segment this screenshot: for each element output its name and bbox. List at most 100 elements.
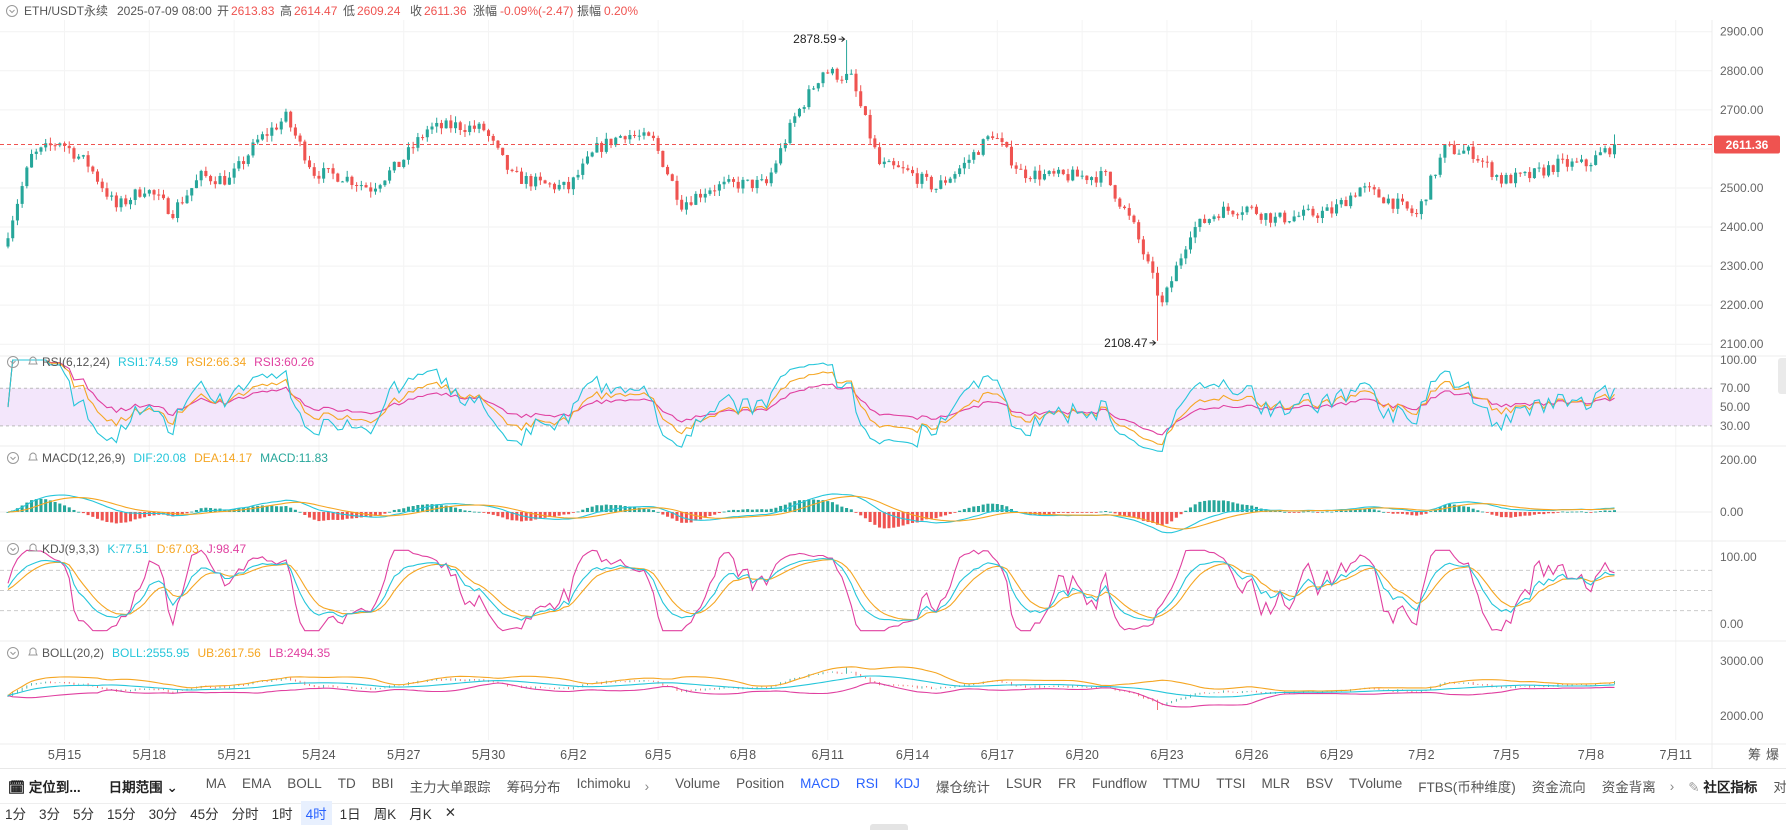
high-value: 2614.47	[294, 4, 338, 18]
collapse-icon[interactable]	[6, 5, 18, 17]
macd-histogram-bar	[670, 512, 674, 519]
macd-histogram-bar	[1198, 501, 1202, 512]
macd-histogram-bar	[1410, 512, 1414, 516]
liquidation-toggle[interactable]: 爆	[1766, 747, 1779, 762]
indicator-ichimoku-button[interactable]: Ichimoku	[576, 776, 631, 791]
candle-body	[755, 179, 759, 189]
macd-histogram-bar	[873, 512, 877, 525]
indicator-fr-button[interactable]: FR	[1057, 776, 1076, 791]
candle-body	[788, 122, 792, 144]
indicator-ema-button[interactable]: EMA	[242, 776, 272, 791]
rsi-legend-v2_label: RSI2:66.34	[186, 355, 246, 369]
chevron-right-icon[interactable]: ›	[1669, 778, 1675, 794]
macd-histogram-bar	[256, 505, 260, 512]
interval-option[interactable]: 1日	[339, 807, 361, 822]
candle-body	[1353, 195, 1357, 197]
chart-canvas[interactable]: ETH/USDT永续 2025-07-09 08:00 开 2613.83 高 …	[0, 0, 1786, 770]
macd-histogram-bar	[727, 510, 731, 512]
macd-histogram-bar	[463, 510, 467, 512]
indicator---button[interactable]: 筹码分布	[506, 780, 561, 795]
candle-body	[421, 137, 425, 139]
indicator-ftbs--button[interactable]: FTBS(币种维度)	[1418, 780, 1516, 795]
candle-body	[190, 188, 194, 196]
interval-option[interactable]: 5分	[73, 807, 95, 822]
indicator---button[interactable]: 爆仓统计	[935, 780, 990, 795]
candle-body	[948, 178, 952, 183]
candle-body	[750, 179, 754, 189]
indicator-td-button[interactable]: TD	[337, 776, 356, 791]
indicator-volume-button[interactable]: Volume	[675, 776, 721, 791]
collapse-icon	[7, 452, 19, 464]
macd-histogram-bar	[1193, 504, 1197, 512]
candle-body	[444, 120, 448, 129]
log-scale-toggle[interactable]: 对数	[1773, 780, 1786, 795]
interval-option[interactable]: 分时	[231, 807, 259, 822]
macd-histogram-bar	[854, 512, 858, 513]
community-indicators-button[interactable]: ✎ 社区指标	[1688, 780, 1758, 795]
locate-button[interactable]: 🗓 定位到...	[8, 780, 81, 795]
close-icon[interactable]: ✕	[444, 805, 457, 820]
candle-body	[477, 123, 481, 129]
candle-body	[1250, 206, 1254, 208]
candle-body	[1514, 172, 1518, 184]
indicator---button[interactable]: 资金背离	[1601, 780, 1656, 795]
bottom-panel-handle[interactable]	[870, 824, 908, 830]
interval-option[interactable]: 周K	[373, 807, 397, 822]
chip-distribution-toggle[interactable]: 筹	[1748, 747, 1761, 762]
macd-histogram-bar	[1273, 510, 1277, 512]
indicator-ma-button[interactable]: MA	[205, 776, 226, 791]
indicator-kdj-button[interactable]: KDJ	[894, 776, 920, 791]
candle-body	[275, 127, 279, 130]
indicator-bbi-button[interactable]: BBI	[371, 776, 394, 791]
indicator-rsi-button[interactable]: RSI	[855, 776, 879, 791]
interval-option[interactable]: 4时	[300, 801, 332, 825]
date-range-button[interactable]: 日期范围 ⌄	[108, 780, 178, 795]
macd-histogram-bar	[1330, 511, 1334, 513]
indicator-boll-button[interactable]: BOLL	[287, 776, 322, 791]
macd-histogram-bar	[430, 504, 434, 512]
datetime-label: 2025-07-09 08:00	[117, 4, 212, 18]
indicator-bsv-button[interactable]: BSV	[1306, 776, 1334, 791]
interval-option[interactable]: 1时	[271, 807, 293, 822]
macd-histogram-bar	[1542, 512, 1546, 515]
interval-option[interactable]: 15分	[107, 807, 136, 822]
indicator-tvolume-button[interactable]: TVolume	[1349, 776, 1403, 791]
macd-histogram-bar	[293, 509, 297, 512]
candle-body	[6, 238, 10, 247]
candle-body	[854, 73, 858, 92]
indicator-fundflow-button[interactable]: Fundflow	[1091, 776, 1147, 791]
candle-body	[1405, 201, 1409, 209]
indicator---button[interactable]: 主力大单跟踪	[409, 780, 491, 795]
macd-histogram-bar	[1283, 511, 1287, 513]
interval-option[interactable]: 30分	[148, 807, 178, 822]
price-tick-label: 2700.00	[1720, 103, 1764, 117]
macd-histogram-bar	[1561, 511, 1565, 513]
indicator-macd-button[interactable]: MACD	[800, 776, 840, 791]
candle-body	[826, 72, 830, 74]
indicator-ttsi-button[interactable]: TTSI	[1216, 776, 1246, 791]
side-panel-handle[interactable]	[1778, 358, 1786, 394]
candle-body	[713, 190, 717, 192]
candle-body	[1363, 186, 1367, 188]
interval-option[interactable]: 月K	[409, 807, 432, 822]
rsi-legend: RSI(6,12,24) RSI1:74.59 RSI2:66.34 RSI3:60.…	[42, 355, 315, 369]
interval-option[interactable]: 45分	[190, 807, 219, 822]
chevron-right-icon[interactable]: ›	[644, 778, 650, 794]
indicator-lsur-button[interactable]: LSUR	[1005, 776, 1042, 791]
candle-body	[614, 137, 618, 146]
interval-option[interactable]: 1分	[5, 807, 27, 822]
indicator-mlr-button[interactable]: MLR	[1261, 776, 1290, 791]
macd-histogram-bar	[449, 506, 453, 512]
candle-body	[727, 179, 731, 182]
macd-histogram-bar	[487, 512, 491, 514]
macd-histogram-bar	[15, 508, 19, 512]
indicator-ttmu-button[interactable]: TTMU	[1162, 776, 1201, 791]
indicator---button[interactable]: 资金流向	[1531, 780, 1586, 795]
interval-option[interactable]: 3分	[39, 807, 61, 822]
candle-body	[1528, 171, 1532, 179]
candle-body	[1014, 165, 1018, 169]
indicator-position-button[interactable]: Position	[736, 776, 785, 791]
boll-mid-line	[7, 675, 1615, 698]
candle-body	[289, 111, 293, 128]
candle-body	[515, 170, 519, 172]
